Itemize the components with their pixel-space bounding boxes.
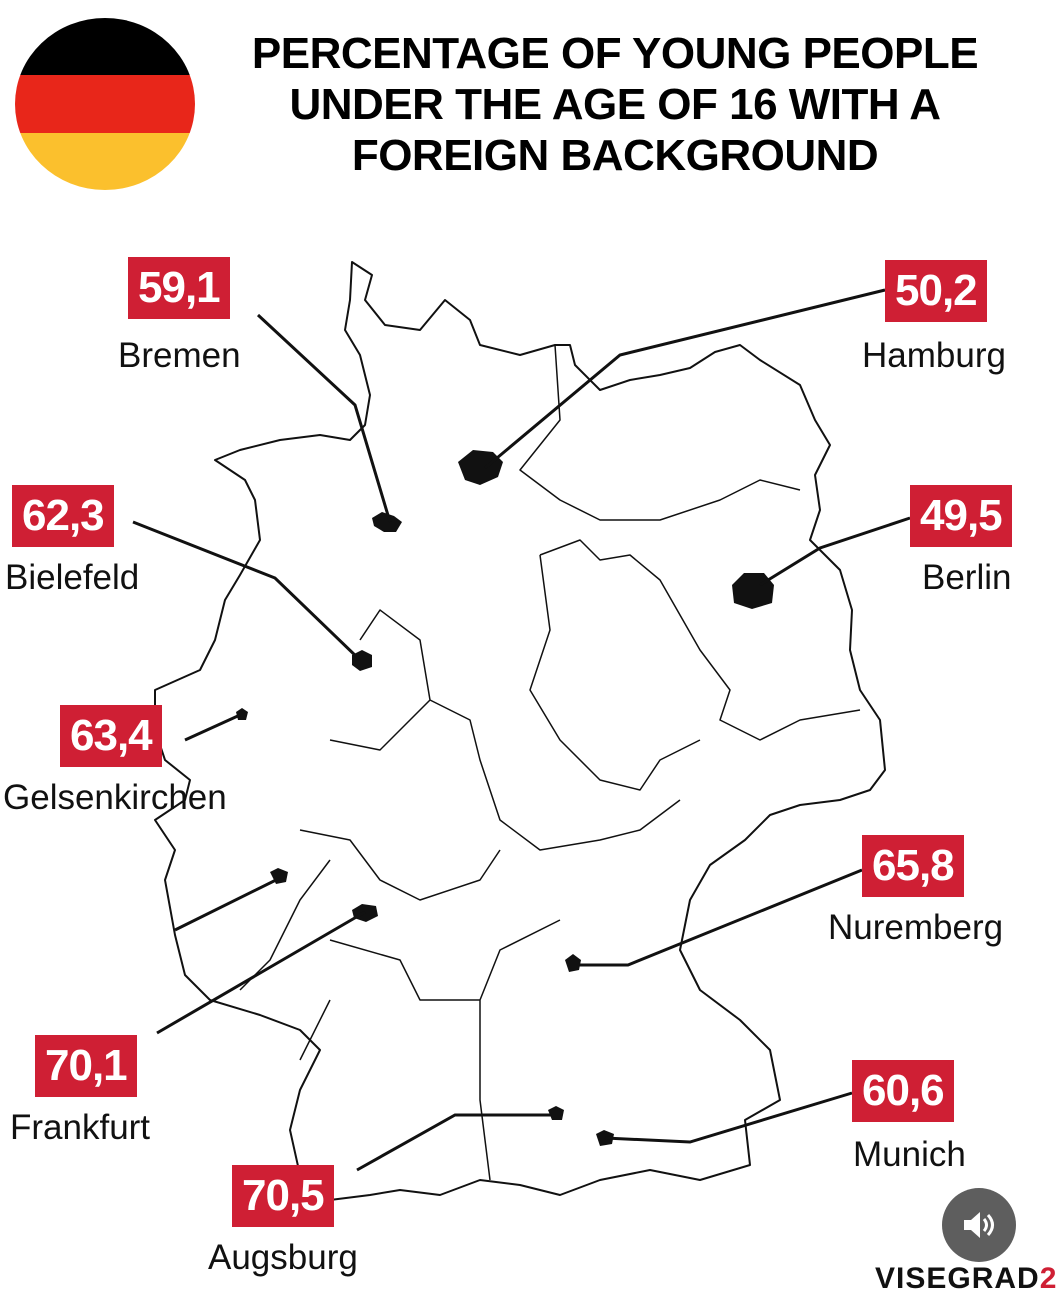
leader-line-cologne — [174, 876, 281, 932]
value-box-frankfurt: 70,1 — [35, 1035, 137, 1097]
city-label-munich: Munich — [853, 1135, 966, 1174]
value-box-nuremberg: 65,8 — [862, 835, 964, 897]
leader-line-gelsenkirchen — [184, 713, 241, 742]
value-box-augsburg: 70,5 — [232, 1165, 334, 1227]
title-line-2: UNDER THE AGE OF 16 WITH A — [289, 80, 941, 129]
city-label-hamburg: Hamburg — [862, 336, 1006, 375]
speaker-icon — [964, 1212, 994, 1238]
watermark-suffix: 24 — [1039, 1262, 1056, 1295]
page-title: PERCENTAGE OF YOUNG PEOPLE UNDER THE AGE… — [200, 28, 1030, 181]
watermark-main: VISEGRAD — [875, 1262, 1040, 1295]
value-box-hamburg: 50,2 — [885, 260, 987, 322]
city-label-berlin: Berlin — [922, 558, 1012, 597]
state-borders — [239, 344, 861, 1181]
city-marker-hamburg — [458, 450, 503, 485]
sound-button[interactable] — [942, 1188, 1016, 1262]
city-label-augsburg: Augsburg — [208, 1238, 358, 1277]
city-label-frankfurt: Frankfurt — [10, 1108, 151, 1147]
leader-line-munich — [604, 1091, 853, 1144]
leader-line-bremen — [256, 313, 392, 523]
city-label-bremen: Bremen — [118, 336, 241, 375]
watermark-logo: VISEGRAD24 — [875, 1262, 1056, 1296]
leader-line-bielefeld — [132, 520, 362, 662]
title-line-1: PERCENTAGE OF YOUNG PEOPLE — [251, 29, 979, 78]
value-box-gelsenkirchen: 63,4 — [60, 705, 162, 767]
leader-line-frankfurt — [156, 910, 366, 1035]
city-marker-augsburg — [548, 1106, 564, 1120]
value-box-bielefeld: 62,3 — [12, 485, 114, 547]
leader-line-berlin — [759, 516, 911, 587]
value-box-bremen: 59,1 — [128, 257, 230, 319]
city-label-gelsenkirchen: Gelsenkirchen — [3, 778, 227, 817]
value-box-berlin: 49,5 — [910, 485, 1012, 547]
city-marker-nuremberg — [565, 954, 581, 972]
leader-line-augsburg — [356, 1113, 555, 1172]
leader-line-nuremberg — [575, 868, 863, 967]
city-marker-bremen — [372, 512, 402, 532]
title-line-3: FOREIGN BACKGROUND — [351, 131, 879, 180]
city-marker-gelsenkirchen — [236, 708, 248, 720]
city-label-bielefeld: Bielefeld — [5, 558, 140, 597]
leader-line-hamburg — [484, 288, 886, 470]
value-box-munich: 60,6 — [852, 1060, 954, 1122]
city-marker-berlin — [732, 573, 774, 609]
city-label-nuremberg: Nuremberg — [828, 908, 1004, 947]
germany-outline — [154, 261, 886, 1201]
